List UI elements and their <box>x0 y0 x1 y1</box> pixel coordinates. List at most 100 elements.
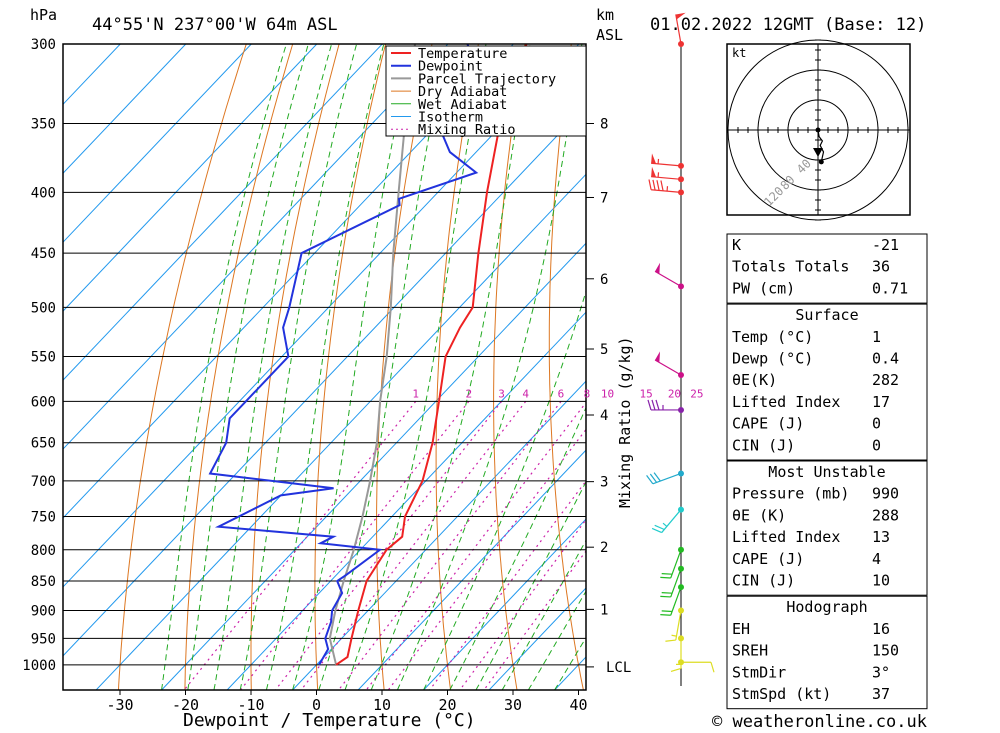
wet-adiabat-line <box>370 44 531 690</box>
index-value: 3° <box>872 663 890 681</box>
legend-entry: Dewpoint <box>418 59 483 75</box>
wind-barb <box>651 153 682 167</box>
mixing-ratio-line <box>274 401 503 690</box>
wet-adiabat-line <box>344 44 487 690</box>
isotherm-line <box>63 44 121 106</box>
isotherm-line <box>292 380 586 690</box>
wind-barb <box>648 179 682 193</box>
temp-tick-label: -20 <box>172 696 199 714</box>
dry-adiabat-line <box>548 44 584 690</box>
index-value: 16 <box>872 620 890 638</box>
wind-barb <box>651 509 682 534</box>
mixing-ratio-line <box>459 518 586 690</box>
index-value: -21 <box>872 236 899 254</box>
copyright: © weatheronline.co.uk <box>712 712 927 732</box>
km-tick-label: 8 <box>600 116 608 132</box>
wet-adiabat-line <box>161 44 287 690</box>
legend-entry: Mixing Ratio <box>418 122 516 138</box>
mixing-ratio-label: 25 <box>690 387 703 400</box>
wind-barb <box>654 262 682 287</box>
dewpoint-line <box>208 44 483 666</box>
index-label: PW (cm) <box>732 279 795 297</box>
dry-adiabat-line <box>493 44 526 690</box>
mixing-ratio-line <box>429 480 586 690</box>
wind-barb <box>646 472 682 485</box>
pressure-tick-label: 700 <box>31 474 56 490</box>
km-tick-label: 5 <box>600 342 608 358</box>
legend-entry: Isotherm <box>418 110 483 126</box>
mixing-ratio-label: 20 <box>668 387 681 400</box>
mixing-ratio-label: 8 <box>584 387 591 400</box>
wind-barb <box>670 638 682 672</box>
index-value: 282 <box>872 371 899 389</box>
mixing-ratio-label: 3 <box>498 387 505 400</box>
surface-box <box>726 303 928 461</box>
km-tick-label: 1 <box>600 602 608 618</box>
km-tick-label: 3 <box>600 475 608 491</box>
pressure-tick-label: 750 <box>31 509 56 525</box>
hpa-label: hPa <box>30 6 57 24</box>
pressure-tick-label: 400 <box>31 185 56 201</box>
index-label: Lifted Index <box>732 393 840 411</box>
index-label: Pressure (mb) <box>732 485 849 503</box>
mixing-ratio-axis-label: Mixing Ratio (g/kg) <box>616 336 634 508</box>
index-value: 36 <box>872 258 890 276</box>
isotherm-line <box>226 311 586 690</box>
wet-adiabat-line <box>423 289 586 690</box>
temperature-line <box>335 44 528 666</box>
dry-adiabat-line <box>314 44 387 690</box>
mixing-ratio-line <box>240 401 470 690</box>
wind-barb <box>681 661 715 673</box>
wind-barb <box>660 549 682 579</box>
dry-adiabat-line <box>989 44 1000 690</box>
indices-table: K -21 Totals Totals 36 PW (cm) 0.71 Surface Tem… <box>726 233 928 710</box>
wet-adiabat-line <box>239 44 358 690</box>
pressure-tick-label: 350 <box>31 116 56 132</box>
wet-adiabat-line <box>501 539 586 690</box>
datetime-title: 01.02.2022 12GMT (Base: 12) <box>650 15 926 35</box>
temp-tick-label: 10 <box>373 696 391 714</box>
isotherm-line <box>63 44 383 381</box>
index-label: CIN (J) <box>732 436 795 454</box>
index-label: StmSpd (kt) <box>732 685 831 703</box>
km-tick-label: 7 <box>600 190 608 206</box>
profiles <box>208 44 528 666</box>
pressure-tick-label: 850 <box>31 574 56 590</box>
index-label: θE(K) <box>732 371 777 389</box>
mixing-ratio-label: 2 <box>465 387 472 400</box>
mixing-ratio-label: 6 <box>558 387 565 400</box>
index-label: CAPE (J) <box>732 550 804 568</box>
km-tick-label: 2 <box>600 540 608 556</box>
temp-tick-label: -10 <box>237 696 264 714</box>
mixing-ratio-label: 10 <box>601 387 614 400</box>
hodograph-trace <box>817 129 825 163</box>
wet-adiabat-line <box>187 44 309 690</box>
pressure-tick-label: 300 <box>31 37 56 53</box>
pressure-tick-label: 650 <box>31 436 56 452</box>
km-tick-label: 4 <box>600 408 608 424</box>
most-unstable-box <box>726 460 928 596</box>
location-title: 44°55'N 237°00'W 64m ASL <box>92 15 338 35</box>
index-label: SREH <box>732 642 768 660</box>
dry-adiabat-line <box>184 44 294 690</box>
dry-adiabat-line <box>943 44 1000 690</box>
pressure-tick-label: 950 <box>31 631 56 647</box>
index-value: 150 <box>872 642 899 660</box>
index-label: CAPE (J) <box>732 415 804 433</box>
index-value: 0 <box>872 415 881 433</box>
km-tick-label: 6 <box>600 272 608 288</box>
pressure-tick-label: 600 <box>31 394 56 410</box>
index-value: 990 <box>872 485 899 503</box>
hodograph-unit: kt <box>732 46 746 60</box>
legend-entry: Wet Adiabat <box>418 97 507 113</box>
wet-adiabat-line <box>396 44 583 690</box>
wet-adiabat-line <box>449 406 586 690</box>
mixing-ratio-label: 15 <box>640 387 653 400</box>
isotherm-line <box>63 44 252 243</box>
index-label: Lifted Index <box>732 528 840 546</box>
index-label: EH <box>732 620 750 638</box>
wet-adiabat-line <box>292 44 415 690</box>
hodograph-box-title: Hodograph <box>786 598 867 616</box>
